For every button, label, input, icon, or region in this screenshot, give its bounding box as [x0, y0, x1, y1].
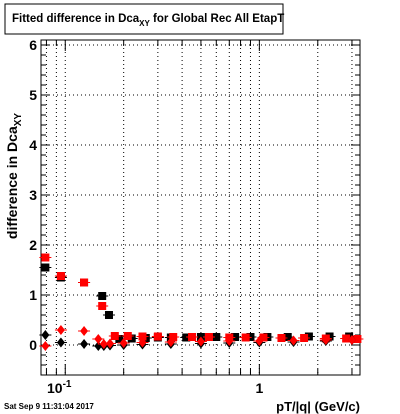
- data-point-square: [138, 332, 147, 341]
- y-tick-label: 4: [29, 137, 37, 153]
- y-tick-label: 5: [29, 87, 37, 103]
- data-point-diamond: [99, 339, 108, 349]
- datestamp: Sat Sep 9 11:31:04 2017: [4, 402, 94, 411]
- data-point-square: [98, 292, 107, 300]
- data-point-diamond: [138, 337, 147, 348]
- data-point-square: [300, 334, 309, 342]
- y-tick-label: 1: [29, 287, 37, 303]
- data-point-square: [41, 263, 50, 272]
- data-point-square: [169, 333, 178, 341]
- data-point-diamond: [94, 334, 103, 344]
- data-point-square: [110, 332, 119, 340]
- data-point-diamond: [80, 339, 89, 349]
- data-point-diamond: [105, 338, 114, 349]
- title-box: [4, 3, 284, 35]
- x-tick-label: 1: [255, 380, 263, 396]
- plot-area: 0 1 2 3 4 5 6 10-1 1: [29, 37, 364, 396]
- data-point-square: [212, 333, 221, 341]
- data-point-diamond: [166, 337, 175, 347]
- data-point-diamond: [196, 336, 205, 347]
- data-point-square: [123, 332, 132, 340]
- data-point-square: [277, 334, 286, 342]
- data-point-square: [353, 335, 362, 343]
- data-point-diamond: [56, 325, 65, 335]
- y-tick-label: 3: [29, 187, 37, 203]
- data-point-square: [115, 335, 124, 343]
- x-tick-label: 10-1: [47, 379, 72, 396]
- data-point-square: [304, 332, 313, 341]
- data-point-square: [204, 333, 213, 341]
- data-point-square: [342, 334, 351, 343]
- data-point-diamond: [255, 336, 264, 346]
- data-point-diamond: [41, 341, 50, 351]
- y-tick-label: 6: [29, 37, 37, 53]
- data-point-diamond: [289, 335, 298, 346]
- data-point-square: [153, 332, 162, 341]
- data-point-square: [98, 302, 107, 310]
- data-point-diamond: [347, 335, 356, 345]
- y-axis-label: difference in DcaXY: [4, 113, 24, 239]
- data-point-square: [80, 278, 89, 287]
- data-point-diamond: [321, 335, 330, 345]
- data-point-square: [41, 253, 50, 262]
- chart-title: Fitted difference in DcaXY for Global Re…: [12, 13, 284, 28]
- data-point-square: [104, 311, 113, 319]
- data-point-square: [259, 333, 268, 342]
- data-point-square: [241, 333, 250, 342]
- data-point-diamond: [56, 337, 65, 348]
- y-tick-label: 0: [29, 337, 37, 353]
- data-point-diamond: [41, 330, 50, 340]
- data-point-square: [56, 272, 65, 280]
- data-point-square: [283, 333, 292, 341]
- data-point-diamond: [225, 336, 234, 346]
- data-point-diamond: [119, 338, 128, 348]
- data-point-diamond: [80, 326, 89, 336]
- x-axis-label: pT/|q| (GeV/c): [276, 399, 360, 414]
- data-point-square: [188, 333, 197, 341]
- y-tick-label: 2: [29, 237, 37, 253]
